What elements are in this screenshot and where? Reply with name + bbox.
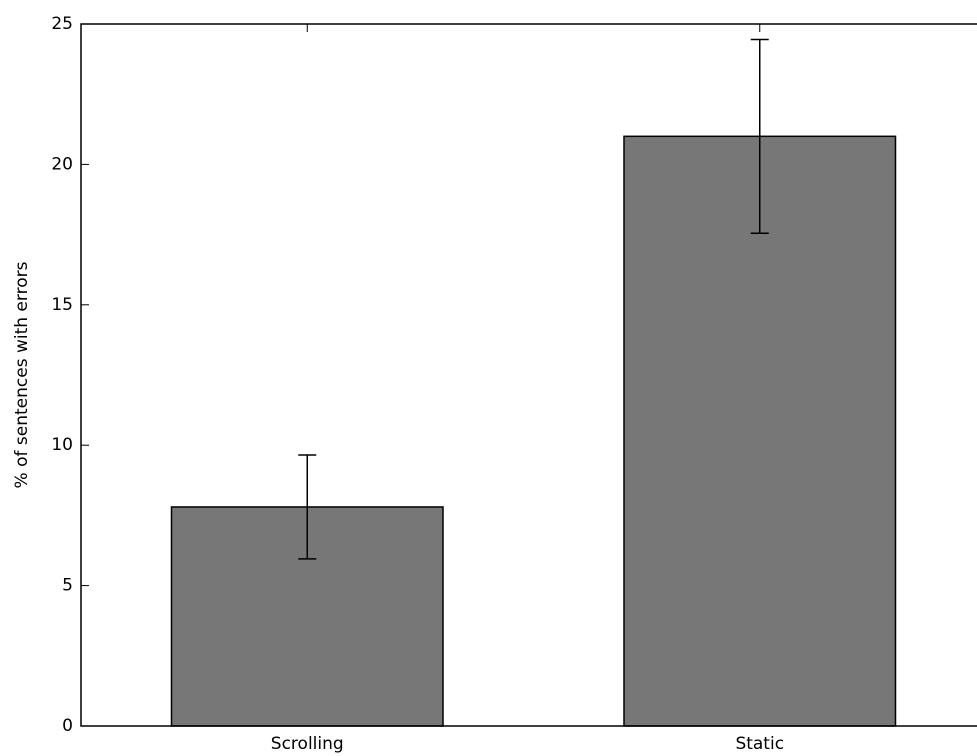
y-axis-label: % of sentences with errors — [12, 261, 32, 488]
y-tick-label: 0 — [62, 716, 73, 736]
plot-frame — [80, 23, 977, 727]
y-tick-label: 25 — [51, 14, 73, 34]
x-tick-label: Scrolling — [271, 734, 344, 754]
y-tick-label: 20 — [51, 154, 73, 174]
y-tick-label: 15 — [51, 295, 73, 315]
bar — [623, 135, 897, 727]
y-tick-label: 10 — [51, 435, 73, 455]
error-bar — [750, 38, 769, 234]
error-bar — [298, 454, 317, 560]
x-tick-label: Static — [735, 734, 784, 754]
y-tick-label: 5 — [62, 576, 73, 596]
